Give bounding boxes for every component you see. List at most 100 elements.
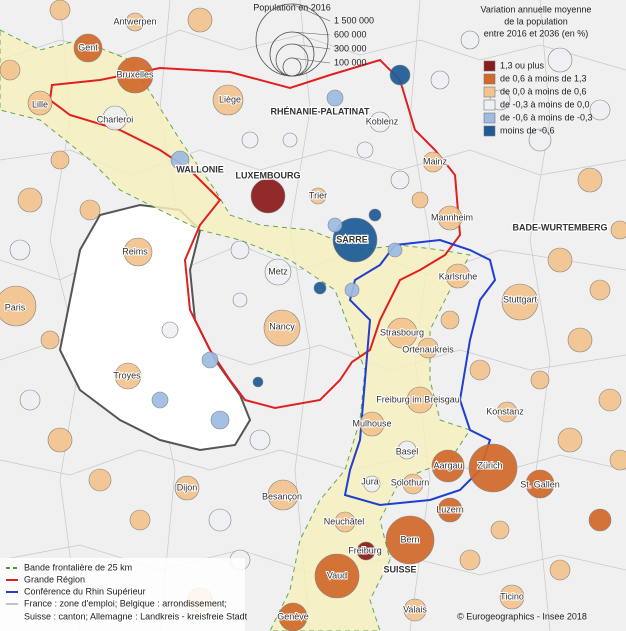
place-label: Strasbourg [380,327,424,337]
population-bubble [363,475,381,493]
population-bubble [314,553,360,599]
line-legend-box [0,558,245,631]
population-bubble [210,410,230,430]
place-label: Liège [219,94,241,104]
population-bubble [356,141,374,159]
population-bubble [496,401,518,423]
region-label: WALLONIE [176,164,224,174]
population-bubble [397,440,417,460]
place-label: Reims [122,246,148,256]
color-swatch [483,125,496,137]
size-legend-label: 100 000 [334,57,367,67]
population-bubble [387,242,403,258]
size-legend-leader [291,57,331,64]
place-label: Mannheim [431,212,473,222]
population-bubble [589,279,611,301]
population-bubble [264,258,292,286]
population-bubble [50,150,70,170]
population-bubble [440,310,460,330]
population-bubble [114,362,142,390]
region-label: BADE-WURTEMBERG [513,222,608,232]
population-bubble [389,64,411,86]
population-bubble [125,12,145,32]
place-label: Bern [400,534,419,544]
population-bubble [525,469,555,499]
place-label: Ticino [500,591,524,601]
population-bubble [88,468,112,492]
size-legend-label: 300 000 [334,43,367,53]
population-bubble [208,508,232,532]
color-legend-label: de 0,6 à moins de 1,3 [500,73,587,83]
place-label: Bruxelles [116,69,154,79]
place-label: Charleroi [97,114,134,124]
place-label: Antwerpen [113,16,156,26]
size-legend-label: 1 500 000 [334,15,374,25]
color-legend-label: de -0,3 à moins de 0,0 [500,99,590,109]
population-bubble [27,90,53,116]
population-bubble [9,239,31,261]
population-bubble [547,247,573,273]
population-bubble [356,541,376,561]
population-bubble [187,7,213,33]
color-swatch [483,112,496,124]
population-bubble [129,509,151,531]
place-label: Genève [277,611,309,621]
color-swatch [483,73,496,85]
population-bubble [334,511,356,533]
color-swatch [483,99,496,111]
place-label: Freiburg im Breisgau [376,394,460,404]
population-bubble [267,479,299,511]
population-bubble [460,30,480,50]
population-bubble [417,337,439,359]
size-legend: 1 500 000 600 000 300 000 100 000 [255,3,374,77]
population-bubble [123,237,153,267]
population-bubble [19,389,41,411]
size-legend-label: 600 000 [334,29,367,39]
population-bubble [403,598,427,622]
legend-text: France : zone d'emploi; Belgique : arron… [24,598,227,608]
place-label: Trier [309,190,327,200]
population-bubble [610,220,626,240]
region-label: SARRE [336,234,368,244]
region-label: LUXEMBOURG [236,170,301,180]
population-bubble [445,263,471,289]
population-bubble [530,370,550,390]
grande-region-outline [48,58,462,410]
population-bubble [0,59,21,81]
place-label: St. Gallen [520,479,560,489]
population-bubble [49,0,71,21]
population-bubble [151,391,169,409]
credit: © Eurogeographics - Insee 2018 [457,611,587,621]
population-bubble [174,475,200,501]
population-bubble [501,283,539,321]
population-bubble [282,132,298,148]
place-label: Lille [32,99,48,109]
population-bubble [469,359,491,381]
population-bubble [40,330,60,350]
population-bubble [102,105,128,131]
population-bubble [528,128,552,152]
place-label: Metz [268,266,288,276]
population-bubble [547,47,573,73]
population-bubble [422,151,444,173]
population-bubble [577,167,603,193]
population-bubble [17,187,43,213]
population-bubble [598,388,622,412]
population-bubble [390,170,410,190]
place-label: Solothurn [391,477,430,487]
population-bubble [468,443,518,493]
rhin-superieur-outline [343,238,497,507]
population-bubble [385,515,435,565]
population-bubble [327,217,343,233]
population-bubble [437,497,463,523]
population-bubble [241,131,259,149]
population-bubble [588,508,612,532]
color-legend-label: moins de -0,6 [500,125,555,135]
population-bubble [252,376,264,388]
population-bubble [437,205,463,231]
population-bubble [309,187,327,205]
region-label: SUISSE [383,564,416,574]
population-bubble [170,150,190,170]
population-bubble [386,317,418,349]
place-label: Nancy [269,321,295,331]
